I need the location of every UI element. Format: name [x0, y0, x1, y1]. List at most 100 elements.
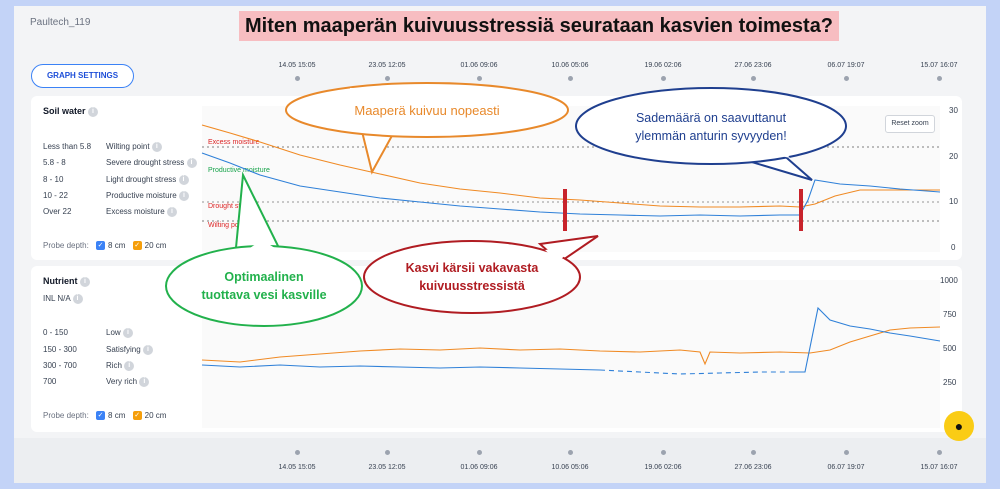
- callout-red-text-1: Kasvi kärsii vakavasta: [406, 261, 540, 275]
- device-id: Paultech_119: [30, 17, 91, 28]
- info-icon[interactable]: i: [88, 106, 99, 117]
- info-icon[interactable]: i: [80, 276, 91, 287]
- timeline-date: 27.06 23:06: [734, 464, 772, 471]
- checkbox-8cm[interactable]: ✓: [96, 241, 106, 251]
- callout-red-text-2: kuivuusstressistä: [419, 279, 525, 293]
- probe-depth-selector: Probe depth: ✓ 8 cm ✓ 20 cm: [43, 241, 213, 251]
- legend-range: Less than 5.8: [43, 142, 92, 151]
- chat-icon[interactable]: ●: [944, 411, 974, 441]
- legend-name: Excess moisture: [106, 207, 165, 217]
- legend-name: Productive moisture: [106, 191, 177, 201]
- checkbox-20cm[interactable]: ✓: [132, 241, 142, 251]
- info-icon[interactable]: i: [139, 377, 150, 387]
- callout-green: Optimaalinen tuottava vesi kasville: [165, 171, 363, 327]
- callout-green-mask: [238, 240, 278, 256]
- timeline-date: 06.07 19:07: [827, 464, 865, 471]
- legend-name: Low: [106, 328, 121, 338]
- timeline-date: 23.05 12:05: [368, 62, 406, 69]
- callout-red: Kasvi kärsii vakavasta kuivuusstressistä: [363, 235, 599, 314]
- timeline-date: 14.05 15:05: [278, 464, 316, 471]
- callout-blue-bubble: [575, 87, 847, 165]
- info-icon[interactable]: i: [124, 361, 135, 371]
- timeline-dot[interactable]: [937, 76, 942, 81]
- inl-value: INL N/A i: [43, 294, 83, 304]
- nutrient-y-tick: 1000: [940, 276, 958, 285]
- timeline-date: 27.06 23:06: [734, 62, 772, 69]
- zone-label-drought: Drought st: [208, 203, 240, 210]
- nutrient-series-8cm-gap: [599, 369, 790, 375]
- probe-depth-label: Probe depth:: [43, 241, 89, 250]
- timeline-dot[interactable]: [661, 76, 666, 81]
- timeline-dot[interactable]: [844, 76, 849, 81]
- zone-label-productive: Productive moisture: [208, 167, 270, 174]
- timeline-date: 19.06 02:06: [644, 62, 682, 69]
- probe-8cm-label: 8 cm: [108, 411, 126, 420]
- probe-20cm-label: 20 cm: [144, 411, 167, 420]
- timeline-date: 15.07 16:07: [920, 464, 958, 471]
- timeline-dot[interactable]: [751, 76, 756, 81]
- nutrient-y-tick: 750: [943, 310, 957, 319]
- legend-item: 150 - 300 Satisfying i: [43, 345, 213, 359]
- soil-water-title-text: Soil water: [43, 106, 86, 116]
- legend-range: 8 - 10: [43, 175, 64, 184]
- timeline-dot[interactable]: [568, 450, 573, 455]
- soil-y-tick: 30: [949, 106, 958, 115]
- timeline-dot[interactable]: [661, 450, 666, 455]
- timeline-dot[interactable]: [477, 76, 482, 81]
- callout-blue-text-1: Sademäärä on saavuttanut: [636, 111, 787, 125]
- info-icon[interactable]: i: [186, 158, 197, 168]
- drought-marker: [563, 189, 567, 231]
- info-icon[interactable]: i: [166, 207, 177, 217]
- legend-range: Over 22: [43, 207, 72, 216]
- timeline-dot[interactable]: [751, 450, 756, 455]
- legend-name: Wilting point: [106, 142, 150, 152]
- info-icon[interactable]: i: [122, 328, 133, 338]
- legend-item: 10 - 22 Productive moisture i: [43, 191, 213, 205]
- callout-orange-mask: [350, 88, 490, 128]
- timeline-dot[interactable]: [477, 450, 482, 455]
- checkbox-8cm[interactable]: ✓: [96, 411, 106, 421]
- checkbox-20cm[interactable]: ✓: [132, 411, 142, 421]
- callout-red-mask: [545, 246, 575, 262]
- timeline-date: 01.06 09:06: [460, 62, 498, 69]
- timeline-dot[interactable]: [385, 76, 390, 81]
- timeline-date: 10.06 05:06: [551, 464, 589, 471]
- soil-water-title: Soil water i: [43, 106, 99, 117]
- callout-green-bubble: [165, 245, 363, 327]
- zone-label-wilting: Wilting po: [208, 222, 239, 229]
- timeline-dot[interactable]: [568, 76, 573, 81]
- legend-range: 10 - 22: [43, 191, 68, 200]
- timeline-dot[interactable]: [844, 450, 849, 455]
- timeline-dot[interactable]: [937, 450, 942, 455]
- soil-y-tick: 20: [949, 152, 958, 161]
- probe-depth-selector: Probe depth: ✓ 8 cm ✓ 20 cm: [43, 411, 213, 421]
- timeline-dot[interactable]: [295, 76, 300, 81]
- soil-series-20cm: [201, 124, 940, 208]
- info-icon[interactable]: i: [178, 175, 189, 185]
- info-icon[interactable]: i: [178, 191, 189, 201]
- zone-label-excess: Excess moisture: [208, 139, 259, 146]
- timeline-dot[interactable]: [385, 450, 390, 455]
- rain-marker: [799, 189, 803, 231]
- legend-item: 8 - 10 Light drought stress i: [43, 175, 213, 189]
- callout-red-bubble: [363, 240, 581, 314]
- info-icon[interactable]: i: [72, 294, 83, 304]
- graph-settings-button[interactable]: GRAPH SETTINGS: [31, 64, 134, 88]
- nutrient-y-tick: 250: [943, 378, 957, 387]
- legend-range: 700: [43, 377, 57, 386]
- legend-item: 0 - 150 Low i: [43, 328, 213, 342]
- timeline-dot[interactable]: [295, 450, 300, 455]
- timeline-date: 01.06 09:06: [460, 464, 498, 471]
- info-icon[interactable]: i: [151, 142, 162, 152]
- headline-banner: Miten maaperän kuivuusstressiä seurataan…: [239, 11, 840, 41]
- callout-orange-text: Maaperä kuivuu nopeasti: [354, 103, 499, 118]
- legend-range: 150 - 300: [43, 345, 77, 354]
- timeline-bottom: 14.05 15:05 23.05 12:05 01.06 09:06 10.0…: [0, 450, 1000, 480]
- timeline-date: 19.06 02:06: [644, 464, 682, 471]
- callout-orange: Maaperä kuivuu nopeasti: [285, 82, 569, 175]
- soil-series-8cm: [201, 152, 941, 217]
- info-icon[interactable]: i: [142, 345, 153, 355]
- nutrient-series-8cm-late: [790, 306, 941, 373]
- reset-zoom-button[interactable]: Reset zoom: [885, 115, 935, 133]
- legend-item: 300 - 700 Rich i: [43, 361, 213, 375]
